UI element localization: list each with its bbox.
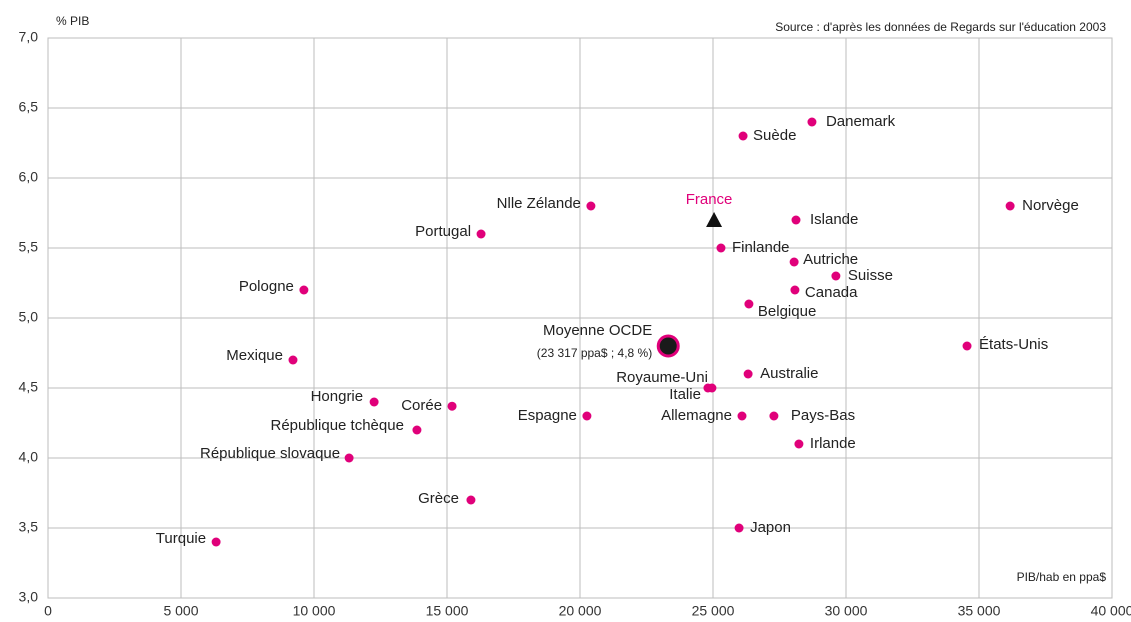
point-label: Finlande [732, 239, 790, 256]
point-label: Italie [669, 386, 701, 403]
point [716, 243, 726, 253]
y-axis-label: % PIB [56, 14, 89, 28]
point-label: Hongrie [311, 388, 364, 405]
point-label: Australie [760, 365, 818, 382]
x-tick-label: 40 000 [1091, 603, 1131, 619]
point [737, 411, 747, 421]
point-label: Belgique [758, 303, 816, 320]
x-axis-label: PIB/hab en ppa$ [1017, 570, 1107, 584]
x-tick-label: 25 000 [692, 603, 735, 619]
point [738, 131, 748, 141]
point-label: Portugal [415, 223, 471, 240]
highlight-label: France [686, 191, 733, 208]
point [790, 285, 800, 295]
point [962, 341, 972, 351]
point [412, 425, 422, 435]
y-tick-label: 6,0 [19, 169, 39, 185]
x-tick-label: 20 000 [559, 603, 602, 619]
point-label: États-Unis [979, 336, 1048, 353]
x-tick-label: 35 000 [958, 603, 1001, 619]
point [447, 401, 457, 411]
point [344, 453, 354, 463]
point-label: Islande [810, 211, 858, 228]
point [703, 383, 713, 393]
point [466, 495, 476, 505]
point-label: Mexique [226, 347, 283, 364]
y-tick-label: 4,0 [19, 449, 39, 465]
point [743, 369, 753, 379]
point-label: Norvège [1022, 197, 1079, 214]
x-tick-label: 10 000 [293, 603, 336, 619]
y-tick-label: 5,5 [19, 239, 39, 255]
y-tick-label: 5,0 [19, 309, 39, 325]
point-label: Canada [805, 284, 858, 301]
point [476, 229, 486, 239]
y-tick-label: 4,5 [19, 379, 39, 395]
x-tick-label: 30 000 [825, 603, 868, 619]
point-label: Corée [401, 397, 442, 414]
point [831, 271, 841, 281]
y-tick-label: 3,5 [19, 519, 39, 535]
point-label: Turquie [156, 530, 206, 547]
point [582, 411, 592, 421]
mean-label: Moyenne OCDE [543, 322, 652, 339]
mean-point [656, 334, 680, 358]
point [1005, 201, 1015, 211]
y-tick-label: 6,5 [19, 99, 39, 115]
point [586, 201, 596, 211]
point [211, 537, 221, 547]
point [807, 117, 817, 127]
plot-border [47, 37, 1113, 599]
point [369, 397, 379, 407]
point-label: Pays-Bas [791, 407, 855, 424]
point-label: Danemark [826, 113, 896, 130]
point [288, 355, 298, 365]
point-label: Irlande [810, 435, 856, 452]
point-label: Japon [750, 519, 791, 536]
point-label: Nlle Zélande [497, 195, 581, 212]
point [299, 285, 309, 295]
point-label: Autriche [803, 251, 858, 268]
y-tick-label: 3,0 [19, 589, 39, 605]
point-label: Suède [753, 127, 796, 144]
x-tick-label: 0 [44, 603, 52, 619]
point-label: Pologne [239, 278, 294, 295]
point-label: République tchèque [270, 417, 403, 434]
point-label: Grèce [418, 490, 459, 507]
point [734, 523, 744, 533]
x-tick-label: 5 000 [163, 603, 198, 619]
highlight-point [706, 212, 723, 227]
point [791, 215, 801, 225]
x-tick-label: 15 000 [426, 603, 469, 619]
point [744, 299, 754, 309]
point [794, 439, 804, 449]
mean-note: (23 317 ppa$ ; 4,8 %) [537, 346, 652, 360]
point-label: Espagne [518, 407, 577, 424]
point-label: Royaume-Uni [616, 369, 708, 386]
point-label: Suisse [848, 267, 893, 284]
point [789, 257, 799, 267]
point-label: République slovaque [200, 445, 340, 462]
y-tick-label: 7,0 [19, 29, 39, 45]
source: Source : d'après les données de Regards … [775, 20, 1106, 34]
point [769, 411, 779, 421]
point-label: Allemagne [661, 407, 732, 424]
